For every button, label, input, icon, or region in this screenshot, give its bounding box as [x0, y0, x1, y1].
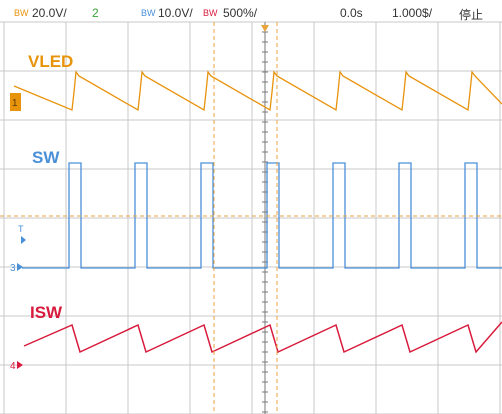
isw-trace [23, 321, 502, 354]
time-scale[interactable]: 1.000$/ [392, 6, 433, 20]
ch4-ground-marker-icon[interactable]: 4 [10, 361, 23, 372]
ch1-number: 2 [92, 6, 99, 20]
time-position[interactable]: 0.0s [340, 6, 363, 20]
vled-trace-label: VLED [28, 52, 73, 71]
run-state[interactable]: 停止 [459, 8, 484, 22]
trigger-position-icon[interactable] [261, 25, 269, 32]
ch2-scale[interactable]: 10.0V/ [158, 6, 193, 20]
vled-trace [13, 70, 502, 112]
svg-text:4: 4 [10, 361, 16, 372]
svg-text:3: 3 [10, 263, 16, 274]
svg-text:1: 1 [12, 98, 18, 109]
ch2-bw-badge: BW [141, 8, 156, 18]
svg-text:T: T [18, 224, 24, 234]
isw-trace-label: ISW [30, 303, 63, 322]
cursor-lines[interactable] [0, 22, 502, 414]
sw-trace-label: SW [32, 148, 60, 167]
ch1-scale[interactable]: 20.0V/ [32, 6, 67, 20]
sw-trace [22, 162, 502, 269]
trigger-level-marker-icon[interactable]: T [18, 224, 26, 244]
ch3-ground-marker-icon[interactable]: 3 [10, 263, 23, 274]
ch1-ground-marker-icon[interactable]: 1 [10, 93, 21, 111]
graticule-grid [0, 21, 502, 414]
ch3-scale[interactable]: 500%/ [223, 6, 258, 20]
ch1-bw-badge: BW [14, 8, 29, 18]
ch3-bw-badge: BW [203, 8, 218, 18]
